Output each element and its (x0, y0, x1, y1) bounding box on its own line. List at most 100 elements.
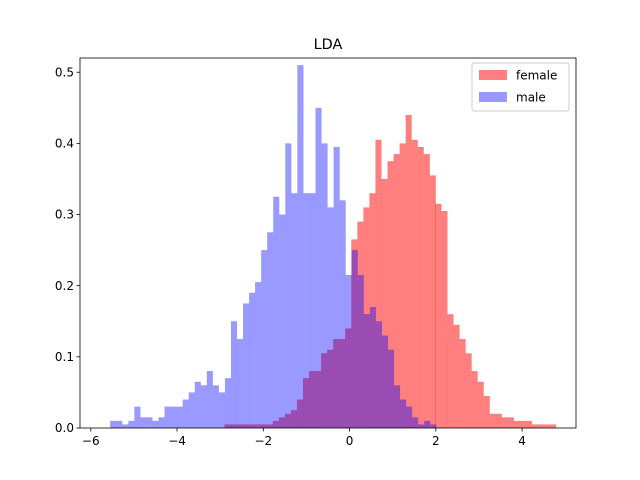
histogram-bar-female (357, 221, 364, 428)
histogram-bar-female (260, 424, 267, 428)
x-tick-label: 0 (346, 434, 354, 448)
histogram-bar-female (399, 143, 406, 428)
histogram-bar-female (471, 371, 478, 428)
histogram-bar-male (327, 207, 334, 428)
histogram-bar-male (430, 424, 437, 428)
histogram-bar-male (176, 406, 183, 428)
histogram-bar-female (278, 417, 285, 428)
histogram-bar-female (321, 353, 328, 428)
histogram-bar-male (230, 321, 238, 428)
histogram-bar-male (249, 292, 256, 428)
histogram-bar-female (550, 424, 557, 428)
legend-swatch-male (479, 92, 507, 102)
histogram-bar-male (393, 385, 401, 428)
histogram-bar-male (309, 193, 316, 428)
histogram-bar-male (206, 371, 213, 428)
histogram-bar-male (261, 250, 268, 428)
x-tick-label: −4 (168, 434, 186, 448)
histogram-bar-female (441, 210, 448, 428)
histogram-bar-female (393, 154, 400, 428)
y-tick-label: 0.3 (55, 208, 74, 222)
histogram-bar-female (495, 413, 502, 428)
histogram-bar-female (296, 399, 304, 428)
y-tick-label: 0.0 (55, 421, 74, 435)
histogram-bar-female (483, 395, 490, 428)
histogram-bar-female (375, 139, 382, 428)
x-tick-label: −6 (82, 434, 100, 448)
histogram-bar-male (194, 381, 201, 428)
histogram-bar-female (405, 114, 412, 429)
histogram-bar-male (381, 335, 388, 428)
histogram-bar-female (447, 314, 454, 428)
series-female (224, 114, 557, 429)
histogram-bar-male (333, 146, 340, 428)
histogram-bar-male (224, 378, 231, 428)
histogram-bar-male (339, 200, 346, 428)
histogram-bar-male (152, 420, 159, 428)
histogram-bar-male (218, 392, 225, 428)
histogram-bar-female (381, 178, 388, 428)
histogram-bar-female (501, 417, 508, 428)
legend: female male (471, 62, 570, 112)
histogram-bar-male (164, 406, 171, 428)
histogram-bar-male (273, 196, 280, 428)
y-tick-label: 0.2 (55, 279, 74, 293)
histogram-bar-female (465, 353, 472, 428)
histogram-bar-male (285, 143, 292, 428)
histogram-bar-female (429, 175, 436, 428)
histogram-bar-male (243, 303, 250, 428)
histogram-bar-female (284, 413, 291, 428)
histogram-bar-male (110, 420, 117, 428)
histogram-bar-female (411, 139, 418, 428)
histogram-bar-male (369, 307, 376, 428)
axes-frame (79, 57, 577, 429)
histogram-bar-male (255, 282, 262, 428)
histogram-bar-male (315, 107, 322, 428)
histogram-bar-female (272, 420, 279, 428)
histogram-bar-male (267, 232, 274, 428)
histogram-bar-female (532, 424, 539, 428)
histogram-bar-female (489, 413, 496, 428)
histogram-bar-female (369, 193, 376, 428)
histogram-bar-female (538, 424, 545, 428)
histogram-bar-female (254, 424, 261, 428)
histogram-bar-male (418, 424, 425, 428)
histogram-bar-male (406, 406, 413, 428)
histogram-bar-female (351, 239, 358, 428)
series-male (110, 65, 437, 429)
histogram-bar-male (140, 417, 147, 428)
histogram-bar-female (519, 420, 527, 428)
legend-swatch-female (479, 70, 507, 80)
histogram-bar-female (417, 146, 424, 428)
histogram-bar-female (387, 161, 394, 429)
histogram-bar-female (525, 420, 533, 428)
histogram-bar-female (477, 381, 484, 428)
histogram-bar-male (158, 417, 165, 428)
chart-title: LDA (314, 37, 343, 53)
axes-layer: −6 −4 −2 0 2 4 0.0 0.1 0.2 0.3 0.4 0.5 (55, 57, 577, 448)
histogram-bar-male (236, 339, 244, 428)
histogram-bar-male (357, 275, 364, 428)
histogram-bar-male (363, 314, 370, 428)
histogram-bar-female (423, 154, 430, 428)
histogram-bar-male (116, 420, 123, 428)
histogram-bar-female (266, 424, 273, 428)
histogram-bar-female (290, 410, 297, 428)
y-tick-label: 0.5 (55, 65, 74, 79)
histogram-bar-male (188, 392, 195, 428)
x-tick-label: 4 (518, 434, 526, 448)
bars-layer (110, 65, 557, 429)
y-tick-label: 0.4 (55, 137, 74, 151)
histogram-bar-female (333, 339, 340, 428)
histogram-bar-female (236, 424, 243, 428)
histogram-bar-female (345, 328, 352, 428)
x-tick-label: 2 (432, 434, 440, 448)
histogram-bar-male (412, 417, 419, 428)
x-tick-label: −2 (254, 434, 272, 448)
histogram-bar-male (297, 65, 304, 429)
histogram-bar-male (146, 417, 153, 428)
histogram-bar-female (309, 371, 316, 428)
histogram-bar-female (507, 417, 514, 428)
histogram-bar-male (375, 321, 382, 428)
